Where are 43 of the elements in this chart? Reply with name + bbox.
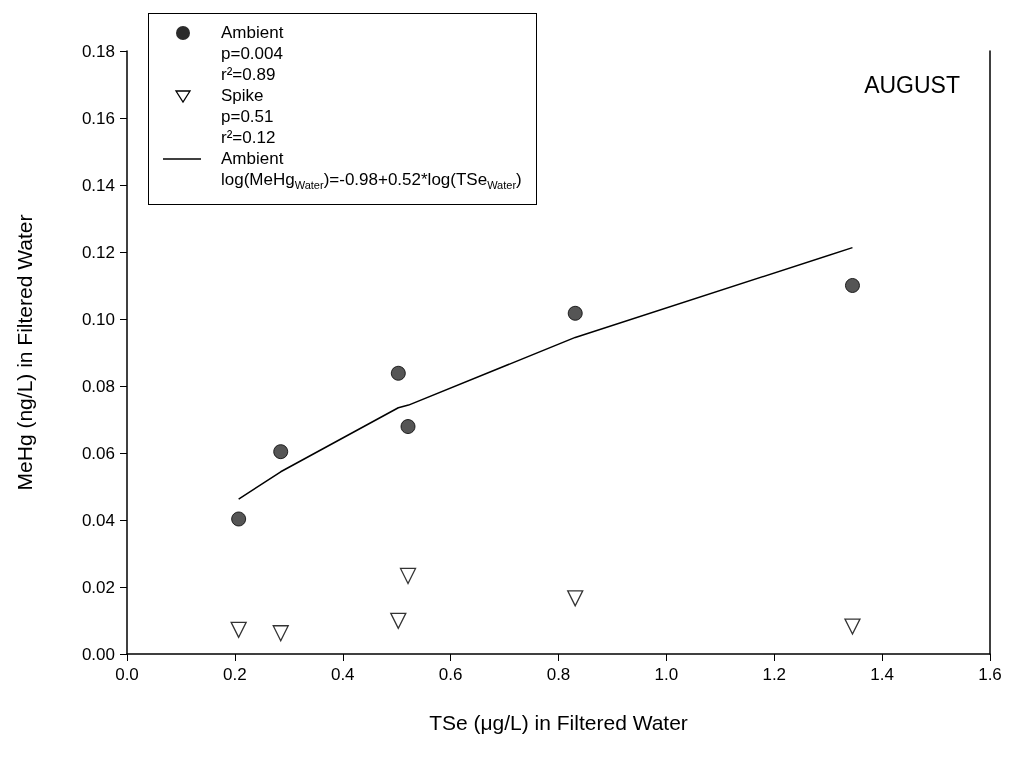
y-tick-label: 0.04 [81, 510, 115, 530]
point [390, 612, 407, 629]
point [230, 621, 247, 639]
annotation: r²=0.12 [221, 127, 276, 148]
y-tick-label: 0.16 [81, 108, 115, 128]
point [272, 625, 289, 642]
legend-label: Spike [221, 85, 265, 106]
legend-label: Ambient [221, 148, 285, 169]
y-axis-title: MeHg (ng/L) in Filtered Water [13, 214, 36, 491]
point [399, 567, 417, 585]
x-tick-label: 1.6 [978, 665, 1002, 684]
x-tick-label: 0.6 [438, 665, 463, 684]
annotation: r²=0.89 [221, 64, 277, 85]
legend-label: Ambient [221, 22, 284, 43]
point [273, 444, 289, 460]
point [567, 590, 584, 607]
point [390, 365, 406, 381]
y-tick-label: 0.10 [81, 309, 115, 329]
point [400, 419, 416, 435]
x-axis-title: TSe (μg/L) in Filtered Water [429, 711, 688, 734]
y-tick-label: 0.18 [81, 41, 115, 61]
point [844, 278, 860, 293]
annotation: p=0.51 [221, 106, 275, 127]
x-tick-label: 0.2 [223, 665, 247, 684]
x-tick-label: 1.4 [870, 665, 894, 684]
line-series [237, 246, 854, 500]
x-tick-label: 1.0 [654, 665, 679, 684]
x-tick-label: 0.0 [115, 665, 139, 684]
y-tick-label: 0.02 [81, 577, 115, 597]
y-tick-label: 0.08 [81, 376, 115, 396]
y-tick-label: 0.00 [81, 644, 115, 664]
y-tick-label: 0.14 [81, 175, 115, 195]
annotation: log(MeHg$_{Water}$)=-0.98+0.52*log(TSe$_{Water}$) [221, 169, 522, 194]
text: AUGUST [864, 71, 960, 98]
point [844, 618, 861, 635]
point [231, 511, 247, 527]
point [567, 305, 583, 321]
x-tick-label: 1.2 [762, 665, 787, 684]
y-tick-label: 0.06 [81, 443, 115, 463]
x-tick-label: 0.8 [546, 665, 571, 684]
annotation: p=0.004 [221, 43, 284, 64]
x-tick-label: 0.4 [330, 665, 355, 684]
y-tick-label: 0.12 [81, 242, 115, 262]
